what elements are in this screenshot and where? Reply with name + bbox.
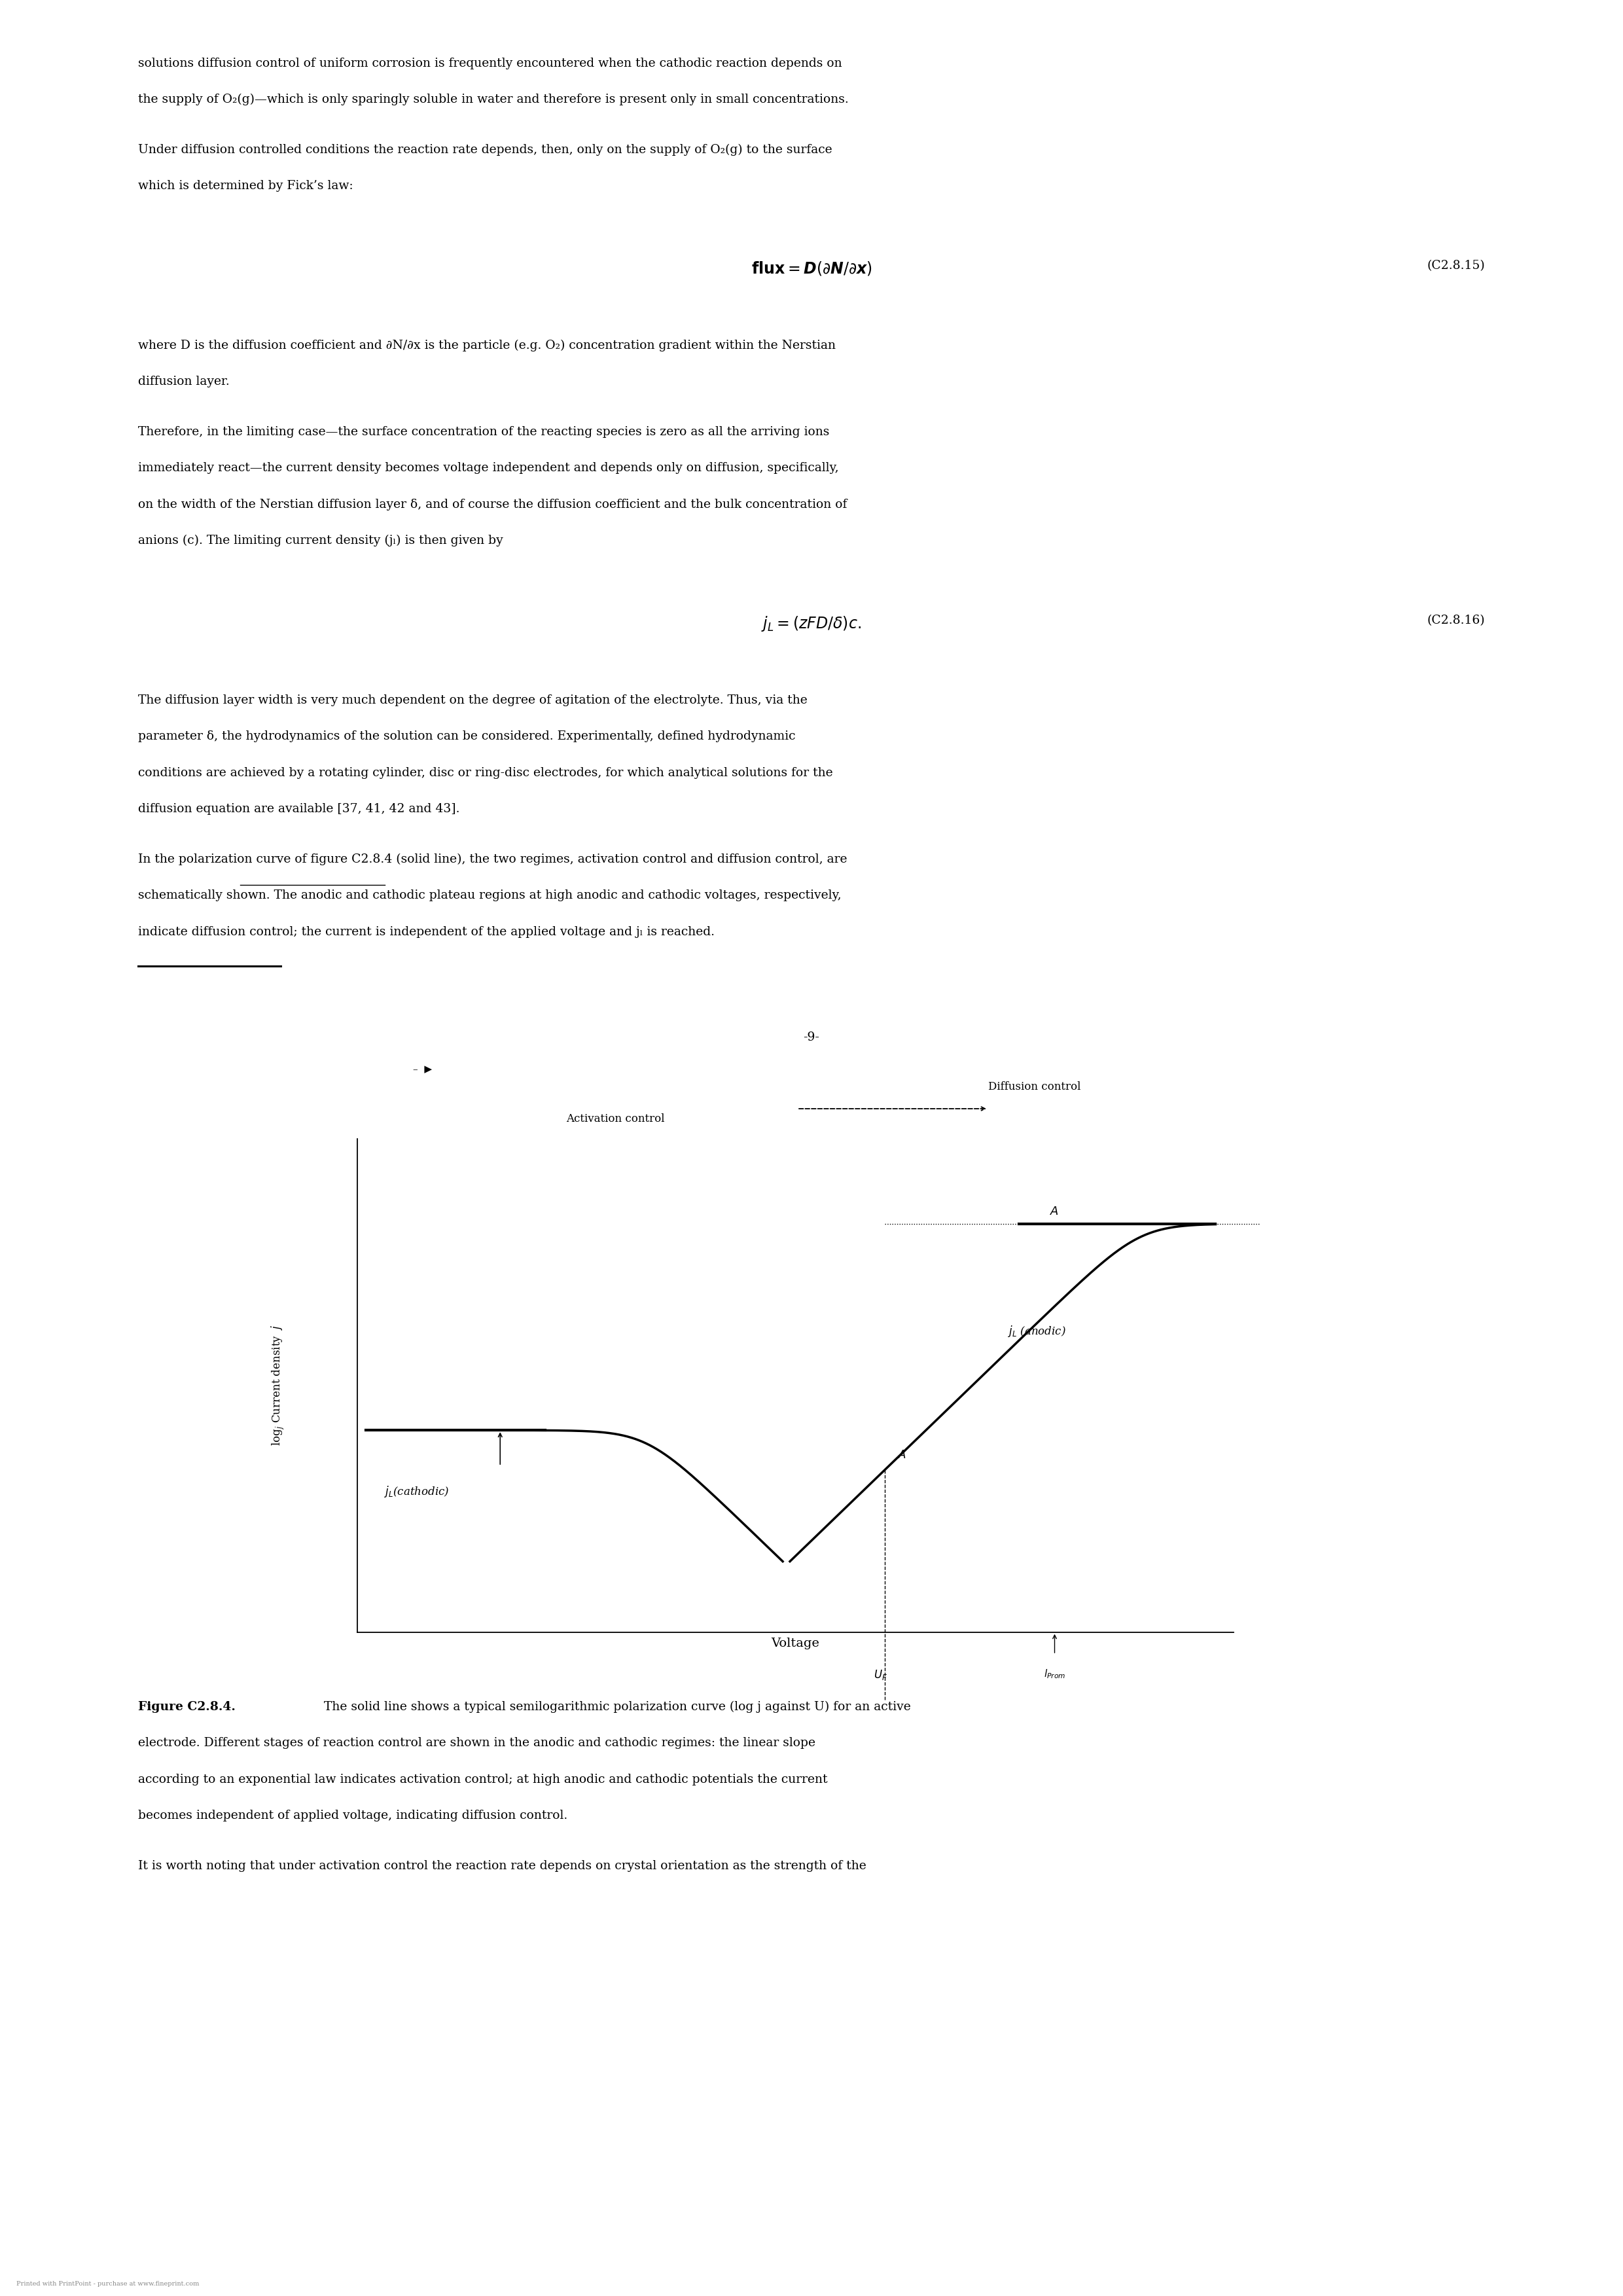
Text: the supply of O₂(g)—which is only sparingly soluble in water and therefore is pr: the supply of O₂(g)—which is only sparin… [138,94,849,106]
Text: $j_L$ (anodic): $j_L$ (anodic) [1008,1325,1066,1339]
Text: Diffusion control: Diffusion control [988,1081,1081,1093]
Text: solutions diffusion control of uniform corrosion is frequently encountered when : solutions diffusion control of uniform c… [138,57,842,69]
Text: (C2.8.15): (C2.8.15) [1427,259,1485,271]
Text: on the width of the Nerstian diffusion layer δ, and of course the diffusion coef: on the width of the Nerstian diffusion l… [138,498,847,510]
Text: schematically shown. The anodic and cathodic plateau regions at high anodic and : schematically shown. The anodic and cath… [138,889,841,902]
Text: parameter δ, the hydrodynamics of the solution can be considered. Experimentally: parameter δ, the hydrodynamics of the so… [138,730,795,742]
Text: $j_L$(cathodic): $j_L$(cathodic) [385,1483,450,1499]
Text: -9-: -9- [803,1031,820,1042]
Text: Printed with PrintPoint - purchase at www.fineprint.com: Printed with PrintPoint - purchase at ww… [16,2280,200,2287]
Text: (C2.8.16): (C2.8.16) [1427,615,1485,627]
Text: according to an exponential law indicates activation control; at high anodic and: according to an exponential law indicate… [138,1773,828,1786]
Text: $\mathbf{flux} = \boldsymbol{D}(\partial \boldsymbol{N}/\partial \boldsymbol{x}): $\mathbf{flux} = \boldsymbol{D}(\partial… [751,259,872,278]
Text: $l_{Prom}$: $l_{Prom}$ [1044,1669,1065,1681]
Text: It is worth noting that under activation control the reaction rate depends on cr: It is worth noting that under activation… [138,1860,867,1871]
Text: $A$: $A$ [898,1449,907,1460]
Text: In the polarization curve of figure C2.8.4 (solid line), the two regimes, activa: In the polarization curve of figure C2.8… [138,854,847,866]
Text: –  ▶: – ▶ [414,1065,432,1075]
Text: $j_L = (zFD/\delta)c.$: $j_L = (zFD/\delta)c.$ [761,615,862,634]
Text: Under diffusion controlled conditions the reaction rate depends, then, only on t: Under diffusion controlled conditions th… [138,145,833,156]
Text: indicate diffusion control; the current is independent of the applied voltage an: indicate diffusion control; the current … [138,925,714,937]
Text: Therefore, in the limiting case—the surface concentration of the reacting specie: Therefore, in the limiting case—the surf… [138,427,829,439]
Text: immediately react—the current density becomes voltage independent and depends on: immediately react—the current density be… [138,461,839,473]
Text: $U_F$: $U_F$ [873,1669,888,1681]
Text: electrode. Different stages of reaction control are shown in the anodic and cath: electrode. Different stages of reaction … [138,1738,815,1750]
Text: which is determined by Fick’s law:: which is determined by Fick’s law: [138,179,354,193]
Text: The diffusion layer width is very much dependent on the degree of agitation of t: The diffusion layer width is very much d… [138,693,807,707]
Text: diffusion equation are available [37, 41, 42 and 43].: diffusion equation are available [37, 41… [138,804,459,815]
Text: conditions are achieved by a rotating cylinder, disc or ring-disc electrodes, fo: conditions are achieved by a rotating cy… [138,767,833,778]
Text: Figure C2.8.4.: Figure C2.8.4. [138,1701,235,1713]
X-axis label: Voltage: Voltage [771,1637,820,1649]
Text: becomes independent of applied voltage, indicating diffusion control.: becomes independent of applied voltage, … [138,1809,568,1821]
Text: The solid line shows a typical semilogarithmic polarization curve (log j against: The solid line shows a typical semilogar… [320,1701,911,1713]
Text: log$_j$ Current density  $j$: log$_j$ Current density $j$ [271,1325,286,1446]
Text: Activation control: Activation control [566,1114,665,1125]
Text: diffusion layer.: diffusion layer. [138,377,229,388]
Text: where D is the diffusion coefficient and ∂N/∂x is the particle (e.g. O₂) concent: where D is the diffusion coefficient and… [138,340,836,351]
Text: $A$: $A$ [1050,1205,1060,1217]
Text: anions (c). The limiting current density (jₗ) is then given by: anions (c). The limiting current density… [138,535,503,546]
